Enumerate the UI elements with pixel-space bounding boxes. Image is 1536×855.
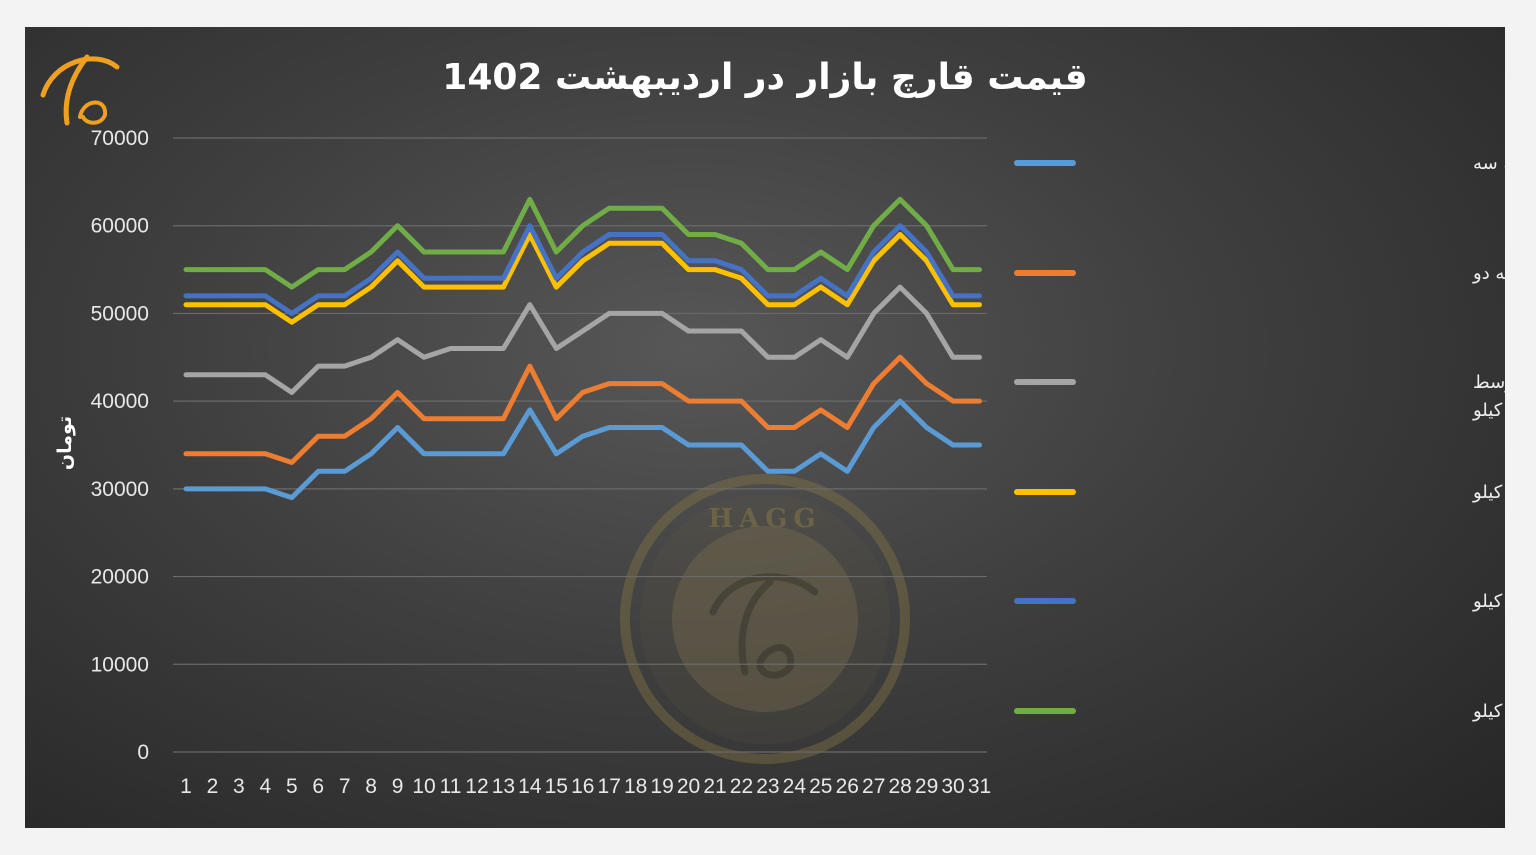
legend-label: قارچ فله در کیسه هر کیلو	[1472, 482, 1505, 504]
x-tick-label: 27	[862, 775, 885, 798]
series-lines	[183, 196, 982, 501]
line-chart: HAGG قیمت قارچ بازار در اردیبهشت 1402 تو…	[40, 54, 1505, 798]
legend-label: قارچ فله سبد درجه یک هر کیلو	[1472, 591, 1505, 613]
x-tick-label: 1	[180, 775, 192, 798]
legend-item: قارچ فله در کیسه هر کیلو	[1014, 482, 1505, 504]
x-tick-label: 9	[392, 775, 404, 798]
x-tick-label: 18	[624, 775, 647, 798]
y-axis-label: تومان	[54, 416, 76, 470]
x-tick-label: 5	[286, 775, 298, 798]
x-tick-label: 29	[915, 775, 938, 798]
x-tick-label: 20	[677, 775, 700, 798]
x-tick-label: 19	[650, 775, 673, 798]
chart-title: قیمت قارچ بازار در اردیبهشت 1402	[442, 57, 1087, 98]
x-tick-label: 17	[598, 775, 621, 798]
x-tick-label: 16	[571, 775, 594, 798]
x-tick-labels: 1 2 3 4 5 6 7 8 9 10 11 12 13 14 15 16 17 18 19 20 21 22 23 24 2…	[180, 775, 991, 798]
legend-label: قارچ فله درجه سه	[1473, 153, 1505, 175]
x-tick-label: 8	[365, 775, 377, 798]
x-tick-label: 24	[783, 775, 807, 798]
y-tick-label: 10000	[91, 653, 149, 676]
series-line-6	[183, 196, 982, 290]
series-line-1	[183, 398, 982, 501]
legend-label: قارچ فله در سبد لوکس هر کیلو	[1472, 701, 1505, 723]
legend-label: قارچ فله در سبد و کیسه و کارتن (کیفیت مت…	[1473, 372, 1505, 394]
x-tick-label: 2	[207, 775, 219, 798]
series-line-3	[183, 284, 982, 395]
y-tick-label: 70000	[91, 127, 149, 150]
x-tick-label: 30	[941, 775, 964, 798]
x-tick-label: 3	[233, 775, 245, 798]
x-tick-label: 31	[968, 775, 991, 798]
chart-frame: HAGG قیمت قارچ بازار در اردیبهشت 1402 تو…	[25, 27, 1505, 828]
legend: قارچ فله درجه سه قارچ فله درجه دو قارچ فله…	[1014, 153, 1505, 723]
x-tick-label: 21	[703, 775, 726, 798]
x-tick-label: 12	[465, 775, 488, 798]
series-line-4	[183, 232, 982, 325]
y-tick-label: 50000	[91, 302, 149, 325]
legend-item: قارچ فله درجه دو	[1014, 263, 1505, 285]
y-tick-label: 40000	[91, 390, 149, 413]
x-tick-label: 7	[339, 775, 351, 798]
x-tick-label: 15	[545, 775, 568, 798]
x-tick-label: 14	[518, 775, 542, 798]
series-line-5	[183, 223, 982, 316]
legend-label: قارچ فله درجه دو	[1472, 263, 1505, 285]
series-line-2	[183, 354, 982, 465]
y-tick-label: 60000	[91, 215, 149, 238]
x-tick-label: 10	[412, 775, 435, 798]
gridlines	[173, 137, 987, 753]
legend-item: قارچ فله در سبد و کیسه و کارتن (کیفیت مت…	[1014, 372, 1505, 421]
x-tick-label: 28	[888, 775, 911, 798]
x-tick-label: 22	[730, 775, 753, 798]
x-tick-label: 23	[756, 775, 779, 798]
y-tick-label: 30000	[91, 478, 149, 501]
legend-label: )هر کیلو	[1472, 400, 1505, 421]
y-tick-label: 0	[137, 741, 149, 764]
y-tick-labels: 0 10000 20000 30000 40000 50000 60000 70000	[91, 127, 149, 764]
x-tick-label: 11	[440, 775, 462, 798]
watermark-text: HAGG	[708, 504, 821, 534]
legend-item: قارچ فله درجه سه	[1014, 153, 1505, 175]
legend-item: قارچ فله سبد درجه یک هر کیلو	[1014, 591, 1505, 613]
legend-item: قارچ فله در سبد لوکس هر کیلو	[1014, 701, 1505, 723]
x-tick-label: 4	[260, 775, 272, 798]
y-tick-label: 20000	[91, 566, 149, 589]
watermark-seal: HAGG	[620, 474, 910, 764]
x-tick-label: 25	[809, 775, 832, 798]
x-tick-label: 6	[312, 775, 324, 798]
x-tick-label: 26	[836, 775, 859, 798]
x-tick-label: 13	[492, 775, 515, 798]
brand-logo	[40, 54, 120, 126]
